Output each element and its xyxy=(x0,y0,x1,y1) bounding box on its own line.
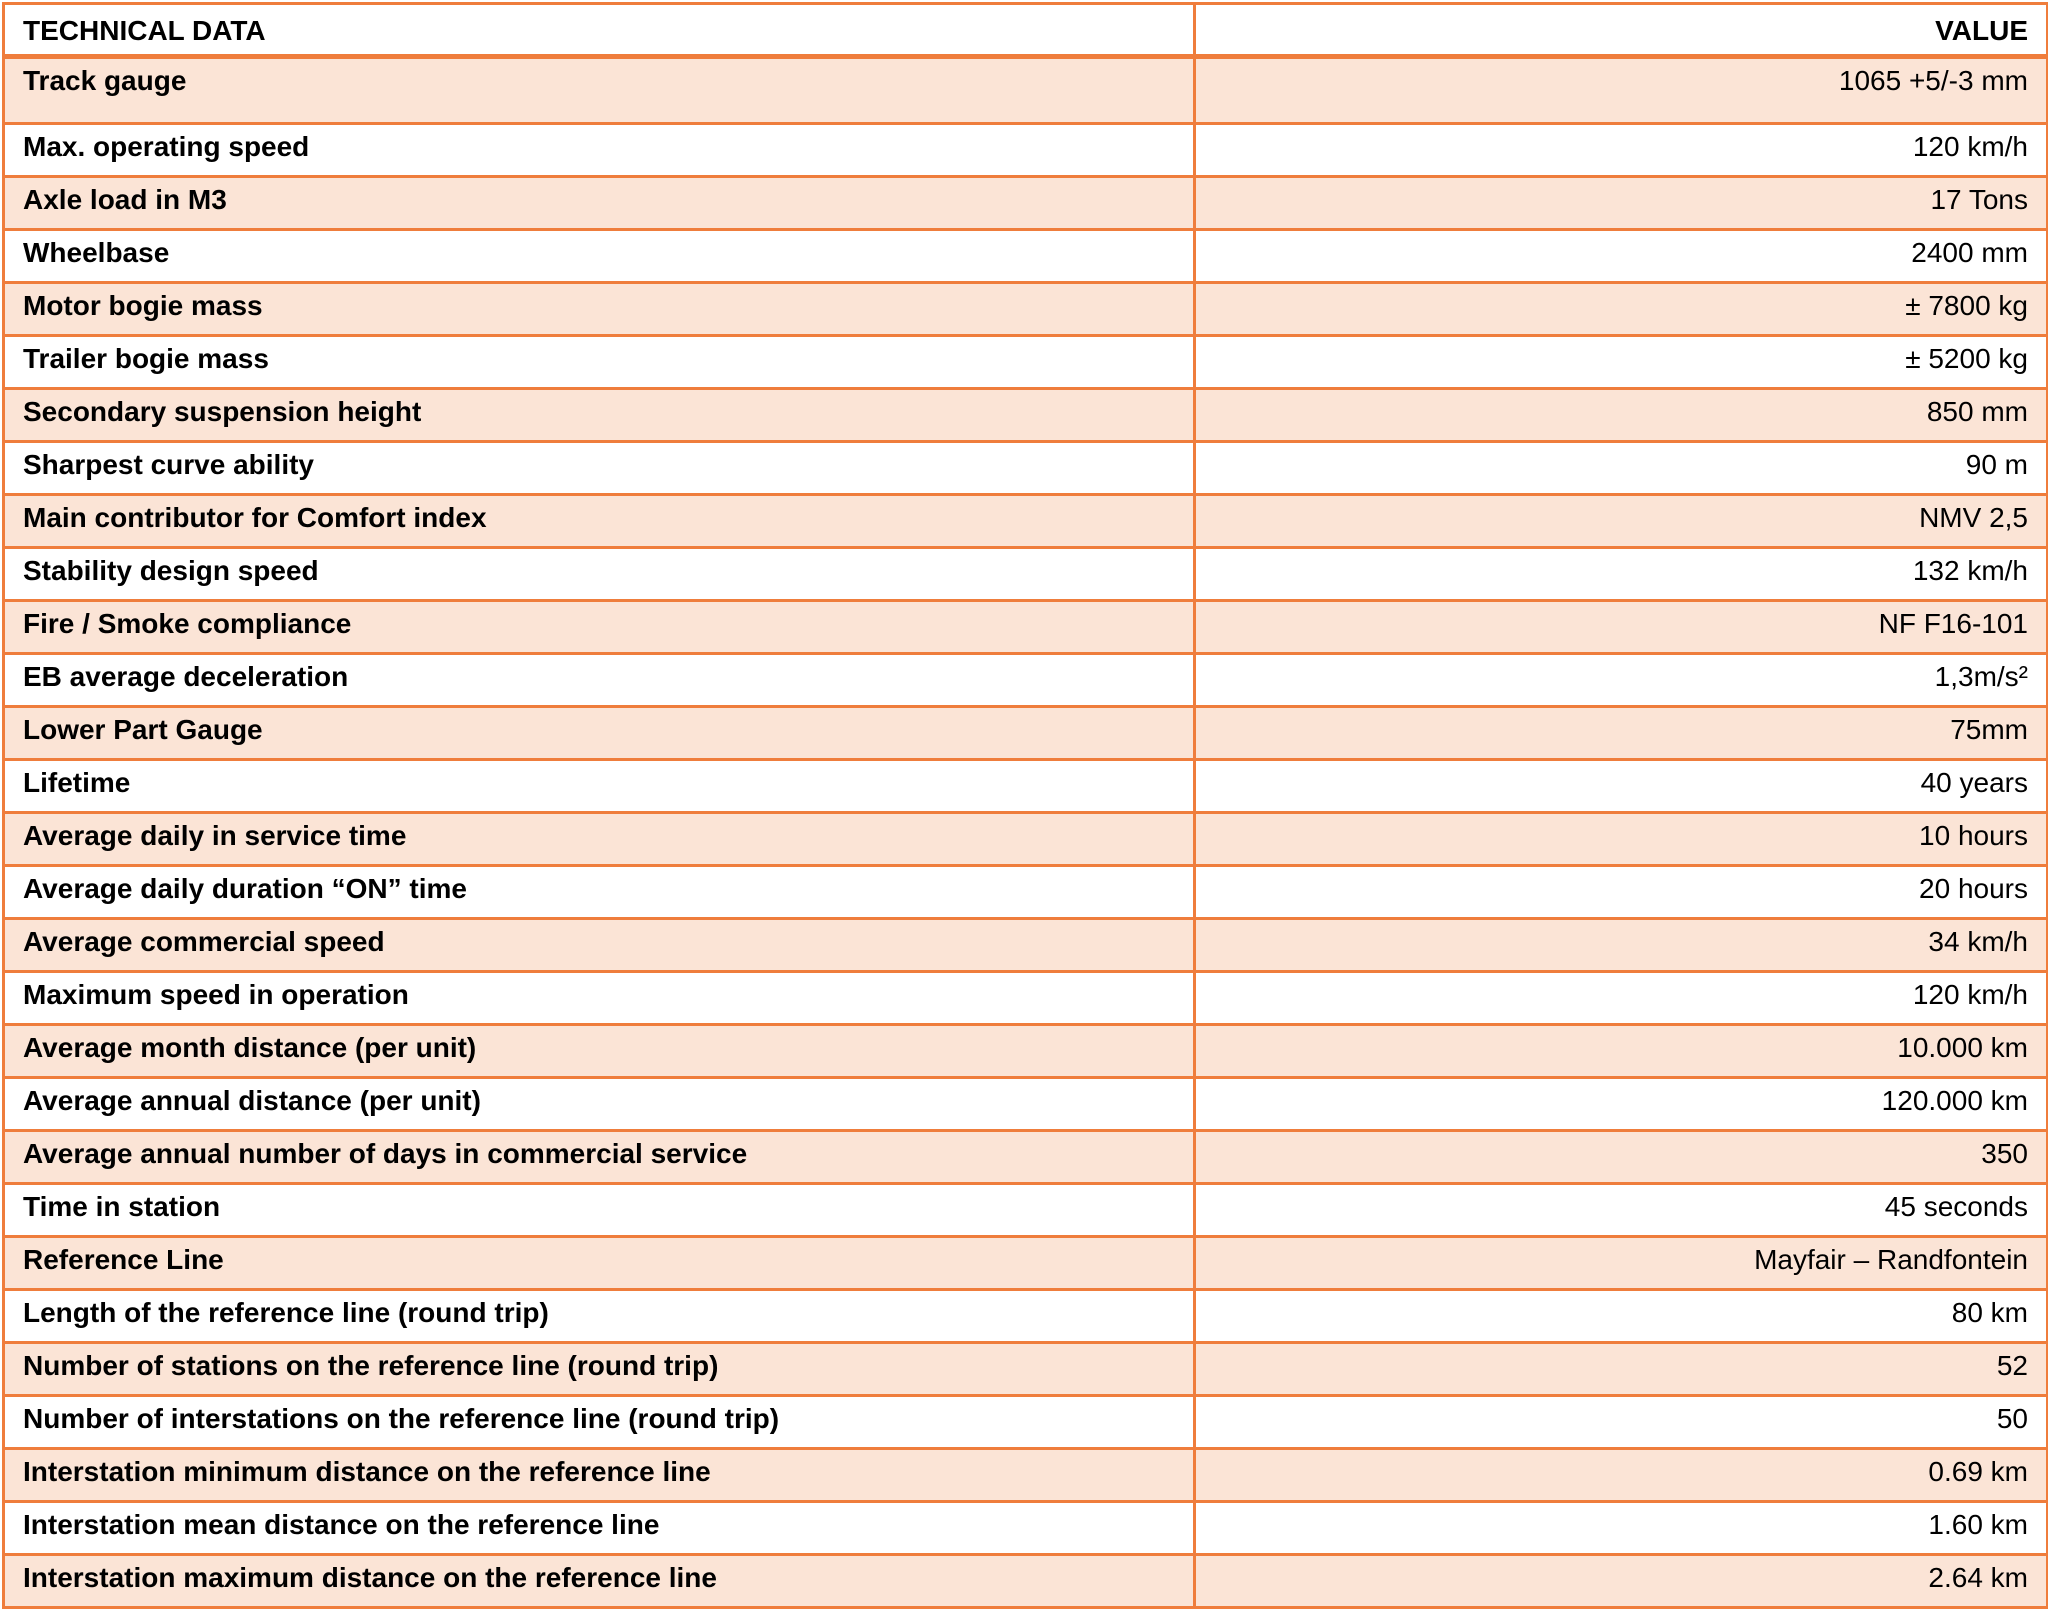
parameter-cell: Wheelbase xyxy=(2,228,1196,284)
table-row: Trailer bogie mass ± 5200 kg xyxy=(2,334,2048,390)
value-cell: NF F16-101 xyxy=(1193,599,2048,655)
value-cell: 0.69 km xyxy=(1193,1447,2048,1503)
table-row: Maximum speed in operation 120 km/h xyxy=(2,970,2048,1026)
value-cell: 50 xyxy=(1193,1394,2048,1450)
parameter-cell: Number of interstations on the reference… xyxy=(2,1394,1196,1450)
value-cell: 80 km xyxy=(1193,1288,2048,1344)
value-cell: 850 mm xyxy=(1193,387,2048,443)
parameter-cell: Lower Part Gauge xyxy=(2,705,1196,761)
table-row: Interstation maximum distance on the ref… xyxy=(2,1553,2048,1609)
value-cell: 10.000 km xyxy=(1193,1023,2048,1079)
value-cell: 1.60 km xyxy=(1193,1500,2048,1556)
table-row: Average commercial speed 34 km/h xyxy=(2,917,2048,973)
table-row: Interstation minimum distance on the ref… xyxy=(2,1447,2048,1503)
table-row: Average month distance (per unit) 10.000 … xyxy=(2,1023,2048,1079)
value-cell: 45 seconds xyxy=(1193,1182,2048,1238)
parameter-cell: Reference Line xyxy=(2,1235,1196,1291)
value-cell: 52 xyxy=(1193,1341,2048,1397)
parameter-cell: Average daily in service time xyxy=(2,811,1196,867)
parameter-cell: Motor bogie mass xyxy=(2,281,1196,337)
parameter-cell: Time in station xyxy=(2,1182,1196,1238)
parameter-cell: Lifetime xyxy=(2,758,1196,814)
value-cell: ± 7800 kg xyxy=(1193,281,2048,337)
parameter-cell: Average annual number of days in commerc… xyxy=(2,1129,1196,1185)
parameter-cell: Interstation mean distance on the refere… xyxy=(2,1500,1196,1556)
table-row: Number of stations on the reference line… xyxy=(2,1341,2048,1397)
parameter-cell: Maximum speed in operation xyxy=(2,970,1196,1026)
table-row: Reference Line Mayfair – Randfontein xyxy=(2,1235,2048,1291)
parameter-cell: Average daily duration “ON” time xyxy=(2,864,1196,920)
parameter-cell: Length of the reference line (round trip… xyxy=(2,1288,1196,1344)
parameter-cell: EB average deceleration xyxy=(2,652,1196,708)
table-row: Time in station 45 seconds xyxy=(2,1182,2048,1238)
parameter-cell: Interstation minimum distance on the ref… xyxy=(2,1447,1196,1503)
table-row: Number of interstations on the reference… xyxy=(2,1394,2048,1450)
value-cell: 132 km/h xyxy=(1193,546,2048,602)
parameter-cell: Main contributor for Comfort index xyxy=(2,493,1196,549)
table-row: Axle load in M3 17 Tons xyxy=(2,175,2048,231)
value-cell: 2.64 km xyxy=(1193,1553,2048,1609)
value-cell: 20 hours xyxy=(1193,864,2048,920)
parameter-cell: Stability design speed xyxy=(2,546,1196,602)
parameter-cell: Average month distance (per unit) xyxy=(2,1023,1196,1079)
value-cell: 10 hours xyxy=(1193,811,2048,867)
parameter-cell: Max. operating speed xyxy=(2,122,1196,178)
header-row: TECHNICAL DATA VALUE xyxy=(2,2,2048,59)
parameter-cell: Sharpest curve ability xyxy=(2,440,1196,496)
parameter-cell: Track gauge xyxy=(2,55,1196,125)
value-cell: 120.000 km xyxy=(1193,1076,2048,1132)
parameter-cell: Number of stations on the reference line… xyxy=(2,1341,1196,1397)
parameter-cell: Trailer bogie mass xyxy=(2,334,1196,390)
table-row: Lifetime 40 years xyxy=(2,758,2048,814)
table-row: Main contributor for Comfort index NMV 2,… xyxy=(2,493,2048,549)
table-header: TECHNICAL DATA VALUE xyxy=(2,2,2048,59)
value-cell: 120 km/h xyxy=(1193,122,2048,178)
header-technical-data: TECHNICAL DATA xyxy=(2,2,1196,59)
table-row: Lower Part Gauge 75mm xyxy=(2,705,2048,761)
table-row: Average annual number of days in commerc… xyxy=(2,1129,2048,1185)
value-cell: NMV 2,5 xyxy=(1193,493,2048,549)
value-cell: 1065 +5/-3 mm xyxy=(1193,55,2048,125)
parameter-cell: Secondary suspension height xyxy=(2,387,1196,443)
value-cell: 120 km/h xyxy=(1193,970,2048,1026)
value-cell: Mayfair – Randfontein xyxy=(1193,1235,2048,1291)
value-cell: 17 Tons xyxy=(1193,175,2048,231)
value-cell: ± 5200 kg xyxy=(1193,334,2048,390)
table-row: Average annual distance (per unit) 120.00… xyxy=(2,1076,2048,1132)
table-row: Fire / Smoke compliance NF F16-101 xyxy=(2,599,2048,655)
table-row: Motor bogie mass ± 7800 kg xyxy=(2,281,2048,337)
table-row: Track gauge 1065 +5/-3 mm xyxy=(2,55,2048,125)
parameter-cell: Fire / Smoke compliance xyxy=(2,599,1196,655)
table-row: Stability design speed 132 km/h xyxy=(2,546,2048,602)
table-body: Track gauge 1065 +5/-3 mm Max. operating s… xyxy=(2,55,2048,1609)
value-cell: 90 m xyxy=(1193,440,2048,496)
value-cell: 2400 mm xyxy=(1193,228,2048,284)
table-row: Secondary suspension height 850 mm xyxy=(2,387,2048,443)
header-value: VALUE xyxy=(1193,2,2048,59)
table-row: Sharpest curve ability 90 m xyxy=(2,440,2048,496)
table-row: EB average deceleration 1,3m/s² xyxy=(2,652,2048,708)
parameter-cell: Axle load in M3 xyxy=(2,175,1196,231)
parameter-cell: Interstation maximum distance on the ref… xyxy=(2,1553,1196,1609)
table-row: Wheelbase 2400 mm xyxy=(2,228,2048,284)
parameter-cell: Average annual distance (per unit) xyxy=(2,1076,1196,1132)
parameter-cell: Average commercial speed xyxy=(2,917,1196,973)
table-row: Length of the reference line (round trip… xyxy=(2,1288,2048,1344)
table-row: Average daily duration “ON” time 20 hours xyxy=(2,864,2048,920)
table-row: Max. operating speed 120 km/h xyxy=(2,122,2048,178)
value-cell: 40 years xyxy=(1193,758,2048,814)
value-cell: 1,3m/s² xyxy=(1193,652,2048,708)
value-cell: 34 km/h xyxy=(1193,917,2048,973)
table-row: Average daily in service time 10 hours xyxy=(2,811,2048,867)
value-cell: 75mm xyxy=(1193,705,2048,761)
value-cell: 350 xyxy=(1193,1129,2048,1185)
table-row: Interstation mean distance on the refere… xyxy=(2,1500,2048,1556)
